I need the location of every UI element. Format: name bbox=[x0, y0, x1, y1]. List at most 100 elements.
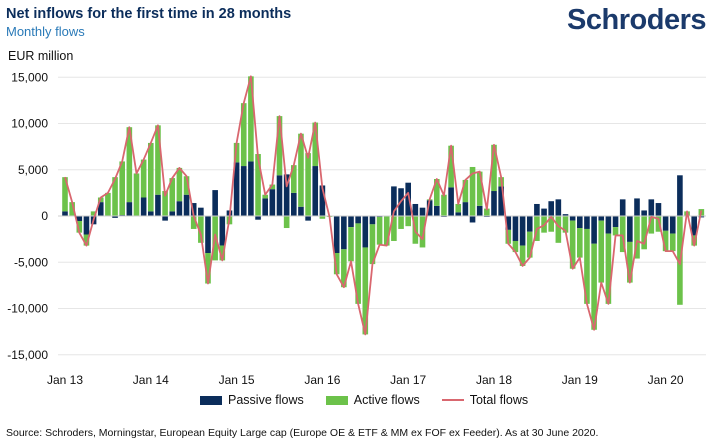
x-tick-label: Jan 17 bbox=[390, 373, 426, 387]
active-bar bbox=[598, 220, 605, 283]
active-bar bbox=[577, 228, 583, 258]
passive-bar bbox=[519, 216, 526, 246]
total-flows-line bbox=[64, 75, 703, 336]
passive-bar bbox=[305, 216, 311, 221]
x-tick-label: Jan 14 bbox=[133, 373, 169, 387]
active-bar bbox=[419, 216, 426, 248]
passive-bar bbox=[348, 216, 354, 228]
passive-bar bbox=[526, 216, 533, 232]
passive-bar bbox=[634, 198, 640, 216]
active-bar bbox=[455, 203, 462, 213]
active-bar bbox=[526, 231, 533, 258]
active-bar bbox=[162, 191, 168, 216]
active-bar bbox=[484, 208, 490, 216]
passive-bar bbox=[605, 216, 612, 234]
passive-bar bbox=[269, 189, 276, 216]
active-bar bbox=[190, 216, 197, 229]
passive-bar bbox=[319, 185, 326, 216]
passive-bar bbox=[276, 175, 283, 216]
passive-bar bbox=[512, 216, 519, 241]
passive-bar bbox=[169, 211, 176, 216]
passive-bar bbox=[155, 194, 161, 216]
passive-bar bbox=[662, 216, 669, 231]
active-bar bbox=[148, 142, 154, 212]
active-bar bbox=[333, 253, 340, 275]
passive-bar bbox=[612, 216, 619, 228]
passive-bar bbox=[548, 201, 554, 216]
chart-subtitle: Monthly flows bbox=[6, 24, 85, 39]
active-bar bbox=[298, 133, 304, 207]
passive-bar bbox=[140, 197, 147, 216]
passive-bar bbox=[97, 202, 104, 216]
active-bar bbox=[319, 216, 326, 219]
passive-bar bbox=[112, 216, 118, 218]
active-bar bbox=[119, 161, 125, 216]
passive-bar bbox=[677, 175, 683, 216]
passive-bar bbox=[541, 208, 547, 216]
passive-bar bbox=[591, 216, 597, 244]
passive-bar bbox=[291, 192, 297, 216]
active-bar bbox=[133, 173, 140, 216]
active-bar bbox=[248, 76, 254, 162]
active-bar bbox=[112, 177, 118, 216]
x-tick-label: Jan 15 bbox=[219, 373, 255, 387]
chart-title: Net inflows for the first time in 28 mon… bbox=[6, 6, 292, 22]
active-bar bbox=[641, 216, 647, 250]
passive-bar bbox=[569, 216, 576, 221]
passive-bar bbox=[219, 216, 226, 246]
active-bar bbox=[405, 216, 411, 227]
passive-bar bbox=[434, 205, 440, 216]
active-bar bbox=[305, 153, 311, 216]
active-bar bbox=[198, 216, 204, 243]
active-bar bbox=[155, 125, 161, 195]
passive-bar bbox=[255, 216, 261, 220]
passive-bar bbox=[598, 216, 605, 221]
active-bar bbox=[569, 220, 576, 269]
x-tick-label: Jan 19 bbox=[562, 373, 598, 387]
active-bar bbox=[662, 230, 669, 252]
active-bar bbox=[669, 233, 676, 252]
active-bar bbox=[627, 241, 633, 283]
passive-bar bbox=[248, 161, 254, 216]
active-bar bbox=[205, 253, 211, 284]
passive-bar bbox=[619, 199, 626, 216]
y-axis-label: EUR million bbox=[8, 49, 74, 63]
passive-bar bbox=[655, 203, 662, 216]
passive-bar bbox=[412, 203, 419, 216]
passive-bar bbox=[491, 191, 497, 216]
y-tick-label: 10,000 bbox=[11, 117, 48, 131]
active-bar bbox=[341, 249, 347, 288]
active-bar bbox=[348, 227, 354, 262]
active-bar bbox=[605, 233, 612, 304]
legend-label: Passive flows bbox=[228, 393, 304, 407]
passive-bar bbox=[419, 207, 426, 216]
passive-bar bbox=[391, 186, 397, 216]
active-swatch bbox=[325, 395, 348, 405]
active-bar bbox=[105, 192, 111, 216]
passive-bar bbox=[448, 187, 454, 216]
active-bar bbox=[634, 216, 640, 259]
active-bar bbox=[255, 154, 261, 216]
passive-bar bbox=[476, 205, 483, 216]
active-bar bbox=[562, 216, 569, 233]
active-bar bbox=[262, 194, 268, 199]
passive-bar bbox=[577, 216, 583, 229]
active-bar bbox=[140, 159, 147, 198]
y-tick-label: 0 bbox=[41, 209, 48, 223]
active-bar bbox=[655, 216, 662, 232]
passive-bar bbox=[333, 216, 340, 253]
active-bar bbox=[512, 240, 519, 253]
passive-bar bbox=[462, 202, 469, 216]
passive-bar bbox=[555, 199, 562, 216]
legend-passive: Passive flows bbox=[200, 393, 304, 407]
active-bar bbox=[219, 245, 226, 261]
active-bar bbox=[383, 216, 390, 246]
active-bar bbox=[398, 216, 404, 229]
passive-bar bbox=[355, 216, 361, 224]
active-bar bbox=[612, 227, 619, 236]
passive-bar bbox=[534, 203, 540, 216]
active-bar bbox=[240, 103, 247, 167]
passive-bar bbox=[341, 216, 347, 250]
y-tick-label: -5,000 bbox=[14, 255, 48, 269]
